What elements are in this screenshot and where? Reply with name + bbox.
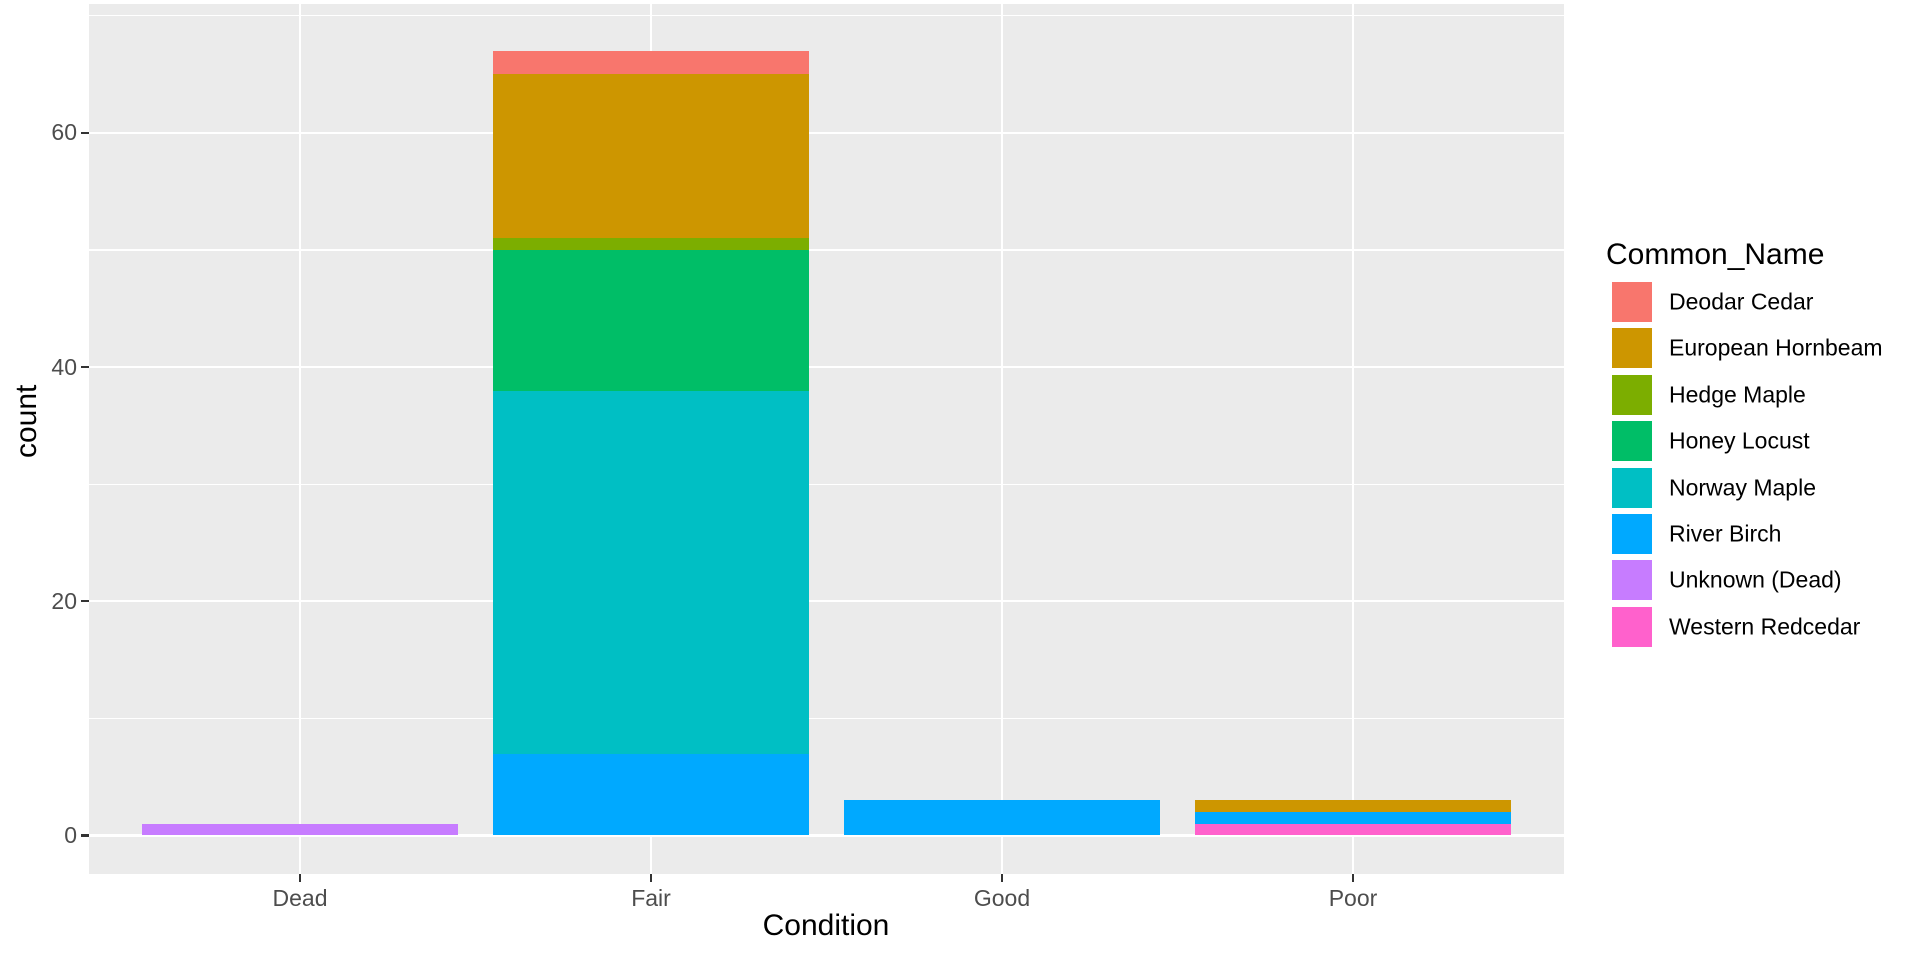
legend-label: Western Redcedar <box>1669 613 1861 640</box>
legend-key-swatch <box>1612 374 1652 415</box>
bar-segment <box>1195 800 1511 813</box>
y-tick-label: 40 <box>51 353 77 380</box>
x-axis-tick <box>298 874 302 882</box>
x-tick-label: Poor <box>1328 884 1378 911</box>
legend-key-swatch <box>1612 328 1652 369</box>
bar-segment <box>1195 823 1511 836</box>
gridline-minor-y <box>89 15 1564 17</box>
legend-item: Norway Maple <box>1612 467 1912 508</box>
gridline-major-y <box>89 600 1564 603</box>
legend-key-swatch <box>1612 421 1652 462</box>
legend-label: River Birch <box>1669 520 1782 547</box>
legend-key-swatch <box>1612 467 1652 508</box>
legend-item: River Birch <box>1612 514 1912 554</box>
legend-key-swatch <box>1612 560 1652 601</box>
y-axis-tick <box>81 366 89 369</box>
bar-segment <box>1195 812 1511 824</box>
bar-segment <box>142 823 458 836</box>
x-axis-title: Condition <box>762 909 890 942</box>
legend-item: Honey Locust <box>1612 421 1912 462</box>
legend-label: Norway Maple <box>1669 474 1816 501</box>
legend-item: European Hornbeam <box>1612 328 1912 369</box>
x-axis-tick <box>649 874 653 882</box>
y-tick-label: 20 <box>51 587 77 614</box>
bar-segment <box>493 753 809 836</box>
legend-key-swatch <box>1612 606 1652 647</box>
legend: Common_Name <box>1606 238 1824 280</box>
plot-panel <box>89 4 1564 874</box>
gridline-major-x <box>298 4 302 874</box>
y-axis-title: count <box>10 384 43 458</box>
x-tick-label: Dead <box>272 884 328 911</box>
bar-segment <box>493 250 809 391</box>
bar-segment <box>493 390 809 754</box>
y-axis-tick <box>81 834 89 837</box>
y-axis-tick <box>81 600 89 603</box>
y-axis-tick <box>81 131 89 134</box>
x-axis-tick <box>1351 874 1355 882</box>
legend-item: Hedge Maple <box>1612 374 1912 415</box>
gridline-minor-y <box>89 249 1564 251</box>
x-axis-tick <box>1000 874 1004 882</box>
legend-label: Honey Locust <box>1669 427 1810 454</box>
bar-segment <box>493 74 809 239</box>
x-tick-label: Fair <box>631 884 671 911</box>
gridline-major-x <box>1000 4 1004 874</box>
legend-item: Western Redcedar <box>1612 606 1912 647</box>
legend-item: Deodar Cedar <box>1612 282 1912 322</box>
bar-segment <box>493 238 809 250</box>
legend-title: Common_Name <box>1606 238 1825 271</box>
legend-key-swatch <box>1612 282 1652 322</box>
legend-label: European Hornbeam <box>1669 334 1883 361</box>
gridline-major-x <box>1351 4 1355 874</box>
legend-key-swatch <box>1612 514 1652 554</box>
legend-label: Deodar Cedar <box>1669 288 1814 315</box>
legend-label: Hedge Maple <box>1669 381 1806 408</box>
gridline-major-y <box>89 365 1564 369</box>
gridline-minor-y <box>89 717 1564 720</box>
gridline-minor-y <box>89 483 1564 485</box>
x-tick-label: Good <box>973 884 1031 911</box>
legend-label: Unknown (Dead) <box>1669 566 1842 593</box>
legend-item: Unknown (Dead) <box>1612 560 1912 601</box>
gridline-major-y <box>89 834 1564 837</box>
bar-segment <box>844 800 1160 836</box>
y-tick-label: 0 <box>64 822 77 848</box>
gridline-major-y <box>89 131 1564 135</box>
y-tick-label: 60 <box>51 119 77 146</box>
bar-segment <box>493 50 809 75</box>
